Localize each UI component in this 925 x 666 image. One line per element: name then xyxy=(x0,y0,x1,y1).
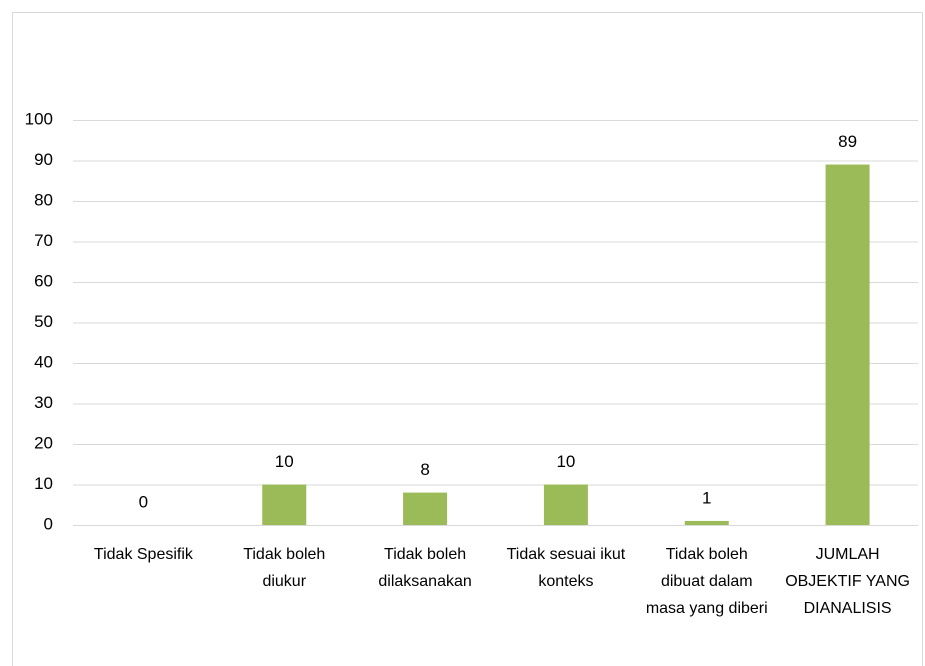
y-tick-label: 20 xyxy=(34,433,53,452)
y-tick-label: 100 xyxy=(25,109,53,128)
bar xyxy=(684,520,729,525)
x-tick-label: Tidak Spesifik xyxy=(93,546,193,563)
x-tick-label: JUMLAH OBJEKTIF YANG DIANALISIS xyxy=(785,546,910,617)
bar xyxy=(262,484,307,525)
data-label: 1 xyxy=(702,488,711,507)
bar xyxy=(543,484,588,525)
x-tick-label: Tidak boleh dilaksanakan xyxy=(378,546,472,590)
x-tick-label: Tidak boleh dibuat dalam masa yang diber… xyxy=(645,546,768,617)
data-label: 89 xyxy=(838,132,857,151)
data-label: 10 xyxy=(275,452,294,471)
y-tick-label: 90 xyxy=(34,150,53,169)
data-label: 8 xyxy=(420,460,429,479)
y-tick-label: 40 xyxy=(34,352,53,371)
data-label: 0 xyxy=(139,492,148,511)
data-label: 10 xyxy=(556,452,575,471)
x-tick-label: Tidak sesuai ikut konteks xyxy=(506,546,626,590)
y-tick-label: 60 xyxy=(34,271,53,290)
y-tick-label: 50 xyxy=(34,312,53,331)
bar xyxy=(403,492,448,525)
y-tick-label: 70 xyxy=(34,231,53,250)
y-tick-label: 10 xyxy=(34,474,53,493)
x-tick-label: Tidak boleh diukur xyxy=(243,546,326,590)
bar xyxy=(825,164,870,526)
y-tick-label: 80 xyxy=(34,190,53,209)
chart-frame xyxy=(12,12,923,666)
y-tick-label: 0 xyxy=(44,514,53,533)
y-tick-label: 30 xyxy=(34,393,53,412)
